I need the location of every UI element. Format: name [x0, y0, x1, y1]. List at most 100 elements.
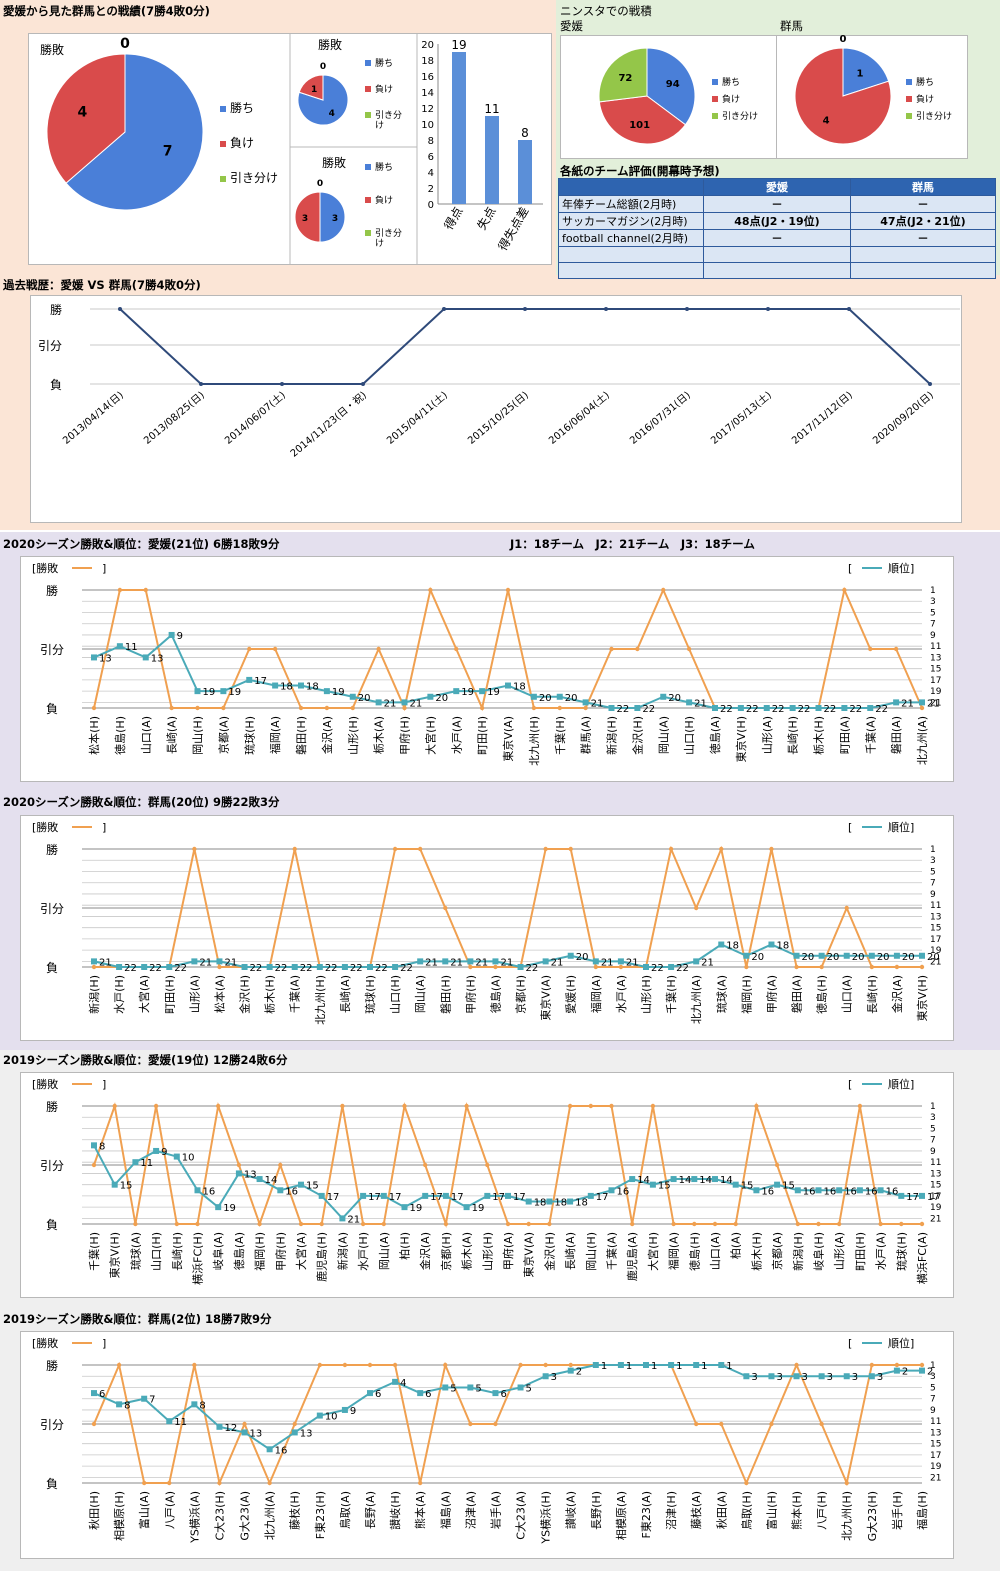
history-date-label: 2020/09/20(日) [871, 390, 936, 447]
history-point [604, 307, 608, 311]
result-point [583, 705, 588, 711]
rank-point [732, 1181, 739, 1188]
rank-point [893, 699, 900, 706]
rank-data-label: 18 [776, 941, 789, 952]
match-label: 岡山(A) [414, 975, 427, 1013]
pie-slice-lose [46, 53, 126, 184]
summary-title: 愛媛から見た群馬との戦績(7勝4敗0分) [3, 4, 210, 18]
legend-label: 勝ち [375, 161, 393, 173]
rank-point [763, 705, 770, 711]
match-label: 北九州(H) [314, 975, 327, 1025]
match-label: YS横浜(A) [187, 1491, 201, 1544]
legend-label: 負け [722, 93, 740, 105]
rank-point [484, 1192, 491, 1199]
result-point [526, 1221, 531, 1227]
rank-point [712, 705, 718, 711]
legend-swatch [712, 79, 718, 85]
history-point [847, 307, 851, 311]
rank-data-label: 1 [676, 1361, 682, 1372]
result-point [774, 1162, 780, 1168]
match-label: 山口(A) [841, 975, 854, 1013]
rank-data-label: 16 [617, 1186, 630, 1197]
pie-value-label: 3 [332, 214, 338, 224]
result-point [919, 1362, 925, 1368]
rank-point [141, 1395, 148, 1402]
match-label: 磐田(H) [294, 716, 308, 755]
match-label: 水戸(A) [450, 716, 463, 754]
match-label: 富山(A) [137, 1491, 151, 1529]
rank-data-label: 3 [751, 1372, 757, 1383]
history-date-label: 2017/05/13(土) [708, 388, 774, 447]
rank-data-label: 19 [332, 687, 345, 698]
rank-data-label: 1 [651, 1361, 657, 1372]
rank-point [339, 1215, 346, 1222]
rank-data-label: 22 [875, 704, 888, 715]
rank-data-label: 14 [699, 1175, 712, 1186]
result-point [857, 1103, 863, 1109]
match-label: 鹿児島(A) [625, 1232, 639, 1281]
legend-label: 勝ち [230, 100, 254, 115]
y-label-draw: 引分 [40, 1159, 64, 1173]
rank-point [194, 688, 201, 695]
ehime-label: 愛媛 [560, 19, 583, 33]
result-point [443, 905, 448, 911]
rank-data-label: 22 [772, 704, 785, 715]
result-point [216, 1103, 221, 1109]
rank-tick-label: 21 [930, 1214, 941, 1224]
rank-point [298, 682, 304, 689]
rank-point [592, 958, 599, 965]
match-label: 栃木(A) [372, 716, 386, 754]
result-point [719, 846, 724, 852]
rank-data-label: 6 [425, 1389, 431, 1400]
result-line [94, 845, 922, 968]
rank-data-label: 7 [149, 1395, 155, 1406]
match-label: 松本(A) [212, 975, 226, 1013]
rank-data-label: 20 [435, 693, 448, 704]
rank-data-label: 21 [224, 957, 237, 968]
result-point [381, 1221, 386, 1227]
legend-swatch [906, 79, 912, 85]
rank-point [349, 693, 356, 700]
match-label: 金沢(A) [890, 975, 904, 1013]
rank-data-label: 17 [451, 1192, 464, 1203]
rank-data-label: 21 [626, 957, 639, 968]
rank-point [919, 699, 925, 706]
match-label: 長崎(H) [786, 716, 800, 755]
rank-tick-label: 7 [930, 620, 936, 630]
rank-point [608, 1187, 615, 1194]
rank-data-label: 15 [306, 1181, 319, 1192]
rank-tick-label: 15 [930, 924, 941, 934]
rank-point [442, 1192, 449, 1199]
rank-data-label: 12 [224, 1423, 237, 1434]
match-label: 長崎(A) [165, 716, 179, 754]
match-label: 琉球(A) [714, 975, 728, 1013]
result-point [192, 1362, 197, 1368]
y-label-lose: 負 [46, 961, 58, 975]
result-point [712, 1221, 718, 1227]
rank-tick-label: 3 [930, 1113, 936, 1123]
match-label: 東京V(A) [522, 1232, 536, 1278]
rank-point [815, 705, 822, 711]
match-label: 松本(H) [87, 716, 101, 755]
match-label: 徳島(A) [708, 716, 722, 754]
result-point [417, 1480, 423, 1486]
rank-point [191, 1401, 198, 1408]
result-point [485, 1162, 490, 1168]
result-point [588, 1103, 593, 1109]
result-point [899, 1221, 904, 1227]
match-label: 鳥取(H) [739, 1491, 753, 1530]
legend-swatch [365, 164, 371, 170]
rank-data-label: 15 [120, 1181, 133, 1192]
rank-point [843, 1373, 850, 1380]
result-point [167, 1480, 172, 1486]
match-label: 愛媛(H) [564, 975, 578, 1014]
rank-point [686, 699, 693, 706]
match-label: 山口(H) [150, 1232, 163, 1271]
rank-data-label: 20 [358, 693, 371, 704]
match-label: 福島(H) [915, 1491, 929, 1530]
result-point [479, 705, 485, 711]
rank-point [91, 654, 97, 661]
match-label: 千葉(A) [863, 716, 877, 754]
rank-data-label: 1 [626, 1361, 632, 1372]
